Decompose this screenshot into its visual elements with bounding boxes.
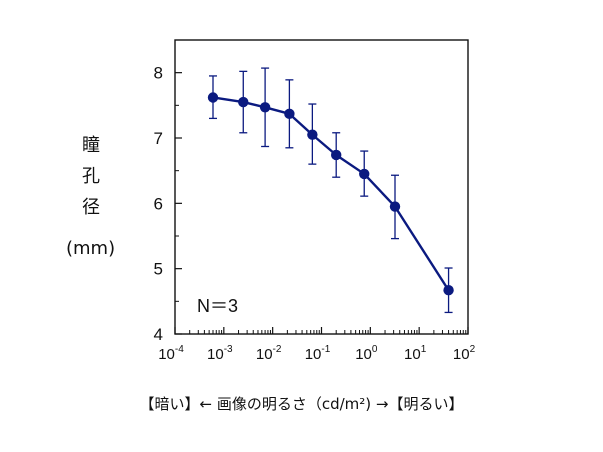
x-tick-label: 100 (355, 344, 378, 363)
x-tick-label-exponent: 1 (421, 344, 427, 355)
x-tick-label-base: 10 (256, 346, 273, 363)
x-tick-label: 10-2 (256, 344, 282, 363)
sample-size-annotation: N＝3 (197, 296, 238, 316)
x-axis-ticks: 10-4 10-3 10-2 10-1 100 101 102 (158, 327, 476, 363)
plot-axes (174, 39, 469, 335)
data-series (207, 67, 454, 314)
y-axis-label-char: 孔 (82, 166, 100, 187)
y-axis-label: 瞳 孔 径 (mm) (66, 130, 115, 264)
y-axis-label-char: 瞳 (82, 135, 100, 156)
y-tick-label: 6 (154, 194, 163, 213)
x-tick-label-base: 10 (305, 346, 322, 363)
x-tick-label-exponent: -1 (321, 344, 330, 355)
x-axis-label: 【暗い】← 画像の明るさ（cd/m²) →【明るい】 (139, 395, 464, 413)
data-point (389, 201, 401, 212)
data-point (443, 285, 454, 296)
y-axis-unit: (mm) (66, 238, 116, 259)
y-tick-label: 8 (154, 64, 163, 83)
x-tick-label: 101 (404, 344, 427, 363)
data-point (307, 129, 318, 140)
data-point (359, 168, 370, 180)
x-tick-label-base: 10 (453, 346, 470, 363)
plot-frame (174, 39, 469, 335)
data-point (331, 149, 342, 161)
y-tick-label: 5 (154, 260, 163, 279)
data-point (207, 92, 219, 103)
x-tick-label-exponent: -2 (273, 344, 282, 355)
x-tick-label: 10-1 (305, 344, 331, 363)
x-tick-label-base: 10 (207, 346, 224, 363)
x-tick-label-exponent: 2 (470, 344, 476, 355)
x-tick-label-exponent: -4 (175, 344, 184, 355)
data-point (284, 108, 295, 120)
x-tick-label: 102 (453, 344, 476, 363)
x-tick-label-exponent: -3 (224, 344, 233, 355)
x-tick-label: 10-4 (158, 344, 184, 363)
y-tick-label: 7 (154, 129, 163, 148)
x-tick-label-exponent: 0 (372, 344, 378, 355)
y-tick-label: 4 (154, 325, 163, 344)
x-tick-label-base: 10 (404, 346, 421, 363)
data-point (259, 102, 271, 113)
y-axis-ticks: 4 5 6 7 8 (154, 64, 182, 344)
data-point (238, 96, 249, 108)
x-tick-label-base: 10 (355, 346, 372, 363)
x-tick-label-base: 10 (158, 346, 175, 363)
series-line (212, 96, 450, 291)
y-axis-label-char: 径 (82, 197, 100, 218)
x-tick-label: 10-3 (207, 344, 233, 363)
